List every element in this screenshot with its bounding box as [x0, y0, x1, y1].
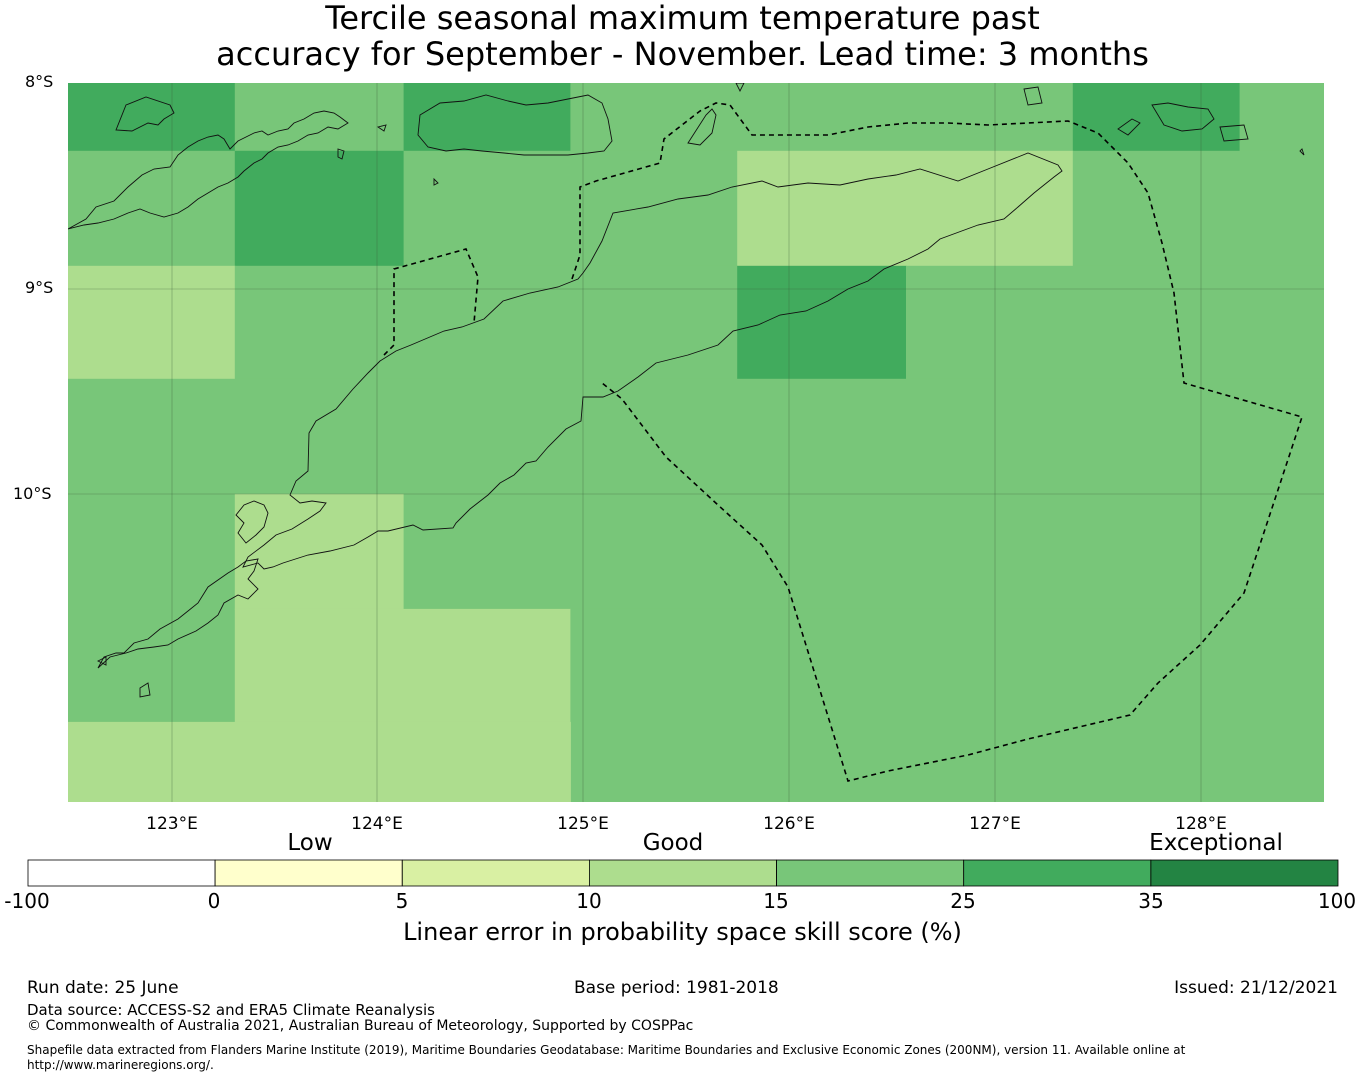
skill-cell: [906, 265, 1324, 380]
colorbar-tick: 25: [950, 889, 976, 913]
eez-boundary: [383, 102, 1304, 782]
skill-cell: [68, 378, 1324, 495]
lon-label-127e: 127°E: [969, 814, 1021, 834]
graticule: [68, 83, 1324, 802]
skill-cell: [68, 265, 236, 380]
skill-cell: [234, 608, 571, 723]
colorbar-tick: 15: [763, 889, 789, 913]
pantar-coastline: [68, 110, 349, 230]
lon-label-124e: 124°E: [351, 814, 403, 834]
colorbar-segment: [1150, 859, 1339, 887]
colorbar-tick: 0: [207, 889, 221, 913]
skill-cell: [234, 150, 405, 267]
colorbar: [27, 859, 1339, 887]
lon-label-126e: 126°E: [763, 814, 815, 834]
savu-island-coastline: [235, 500, 269, 544]
skill-cell: [68, 83, 236, 152]
timor-coastline: [242, 152, 1063, 570]
skill-cell: [234, 265, 738, 380]
category-good: Good: [642, 830, 704, 856]
skill-cell: [737, 150, 1074, 267]
skill-cell: [234, 493, 405, 610]
colorbar-segment: [776, 859, 965, 887]
issued-date: Issued: 21/12/2021: [1174, 978, 1338, 998]
lat-label-8s: 8°S: [25, 72, 54, 91]
skill-cell: [68, 150, 236, 267]
colorbar-label: Linear error in probability space skill …: [403, 918, 962, 946]
chart-title-line-1: Tercile seasonal maximum temperature pas…: [325, 0, 1040, 37]
colorbar-segment: [27, 859, 216, 887]
colorbar-segment: [963, 859, 1152, 887]
lon-label-128e: 128°E: [1175, 814, 1227, 834]
colorbar-tick: 10: [576, 889, 602, 913]
lat-label-9s: 9°S: [25, 278, 54, 297]
skill-cell: [570, 83, 1074, 152]
skill-map: [68, 83, 1324, 802]
colorbar-tick: -100: [4, 889, 50, 913]
shapefile-credit: Shapefile data extracted from Flanders M…: [27, 1043, 1186, 1072]
category-exceptional: Exceptional: [1149, 830, 1283, 856]
skill-cell: [68, 493, 236, 723]
leti-coastline: [1117, 118, 1141, 136]
skill-cell: [403, 493, 1324, 610]
base-period: Base period: 1981-2018: [574, 978, 779, 998]
alor-coastline: [115, 96, 175, 132]
colorbar-tick: 35: [1138, 889, 1164, 913]
colorbar-tick: 100: [1317, 889, 1357, 913]
colorbar-tick: 5: [395, 889, 409, 913]
lakor-coastline: [1219, 124, 1249, 142]
copyright: © Commonwealth of Australia 2021, Austra…: [27, 1018, 694, 1034]
colorbar-segment: [589, 859, 777, 887]
lon-label-125e: 125°E: [557, 814, 609, 834]
rote-island-coastline: [97, 558, 259, 669]
wetar-coastline: [417, 94, 613, 156]
skill-cell: [1072, 150, 1324, 267]
coastlines: [68, 83, 1305, 698]
category-low: Low: [287, 830, 333, 856]
atauro-coastline: [687, 108, 717, 146]
run-date: Run date: 25 June: [27, 978, 179, 998]
skill-cell: [403, 150, 738, 267]
skill-cell: [1072, 83, 1241, 152]
skill-cell: [737, 265, 907, 380]
skill-cell: [234, 83, 405, 152]
moa-coastline: [1151, 102, 1215, 132]
skill-cell: [403, 83, 571, 152]
colorbar-segment: [401, 859, 590, 887]
skill-cell: [1239, 83, 1324, 152]
data-source: Data source: ACCESS-S2 and ERA5 Climate …: [27, 1001, 435, 1019]
lat-label-10s: 10°S: [13, 484, 52, 503]
colorbar-segment: [214, 859, 403, 887]
lon-label-123e: 123°E: [146, 814, 198, 834]
skill-cell: [570, 608, 1324, 802]
kisar-coastline: [1023, 86, 1043, 106]
skill-cell: [68, 721, 571, 802]
skill-grid-cells: [68, 83, 1324, 802]
chart-title-line-2: accuracy for September - November. Lead …: [216, 35, 1149, 73]
